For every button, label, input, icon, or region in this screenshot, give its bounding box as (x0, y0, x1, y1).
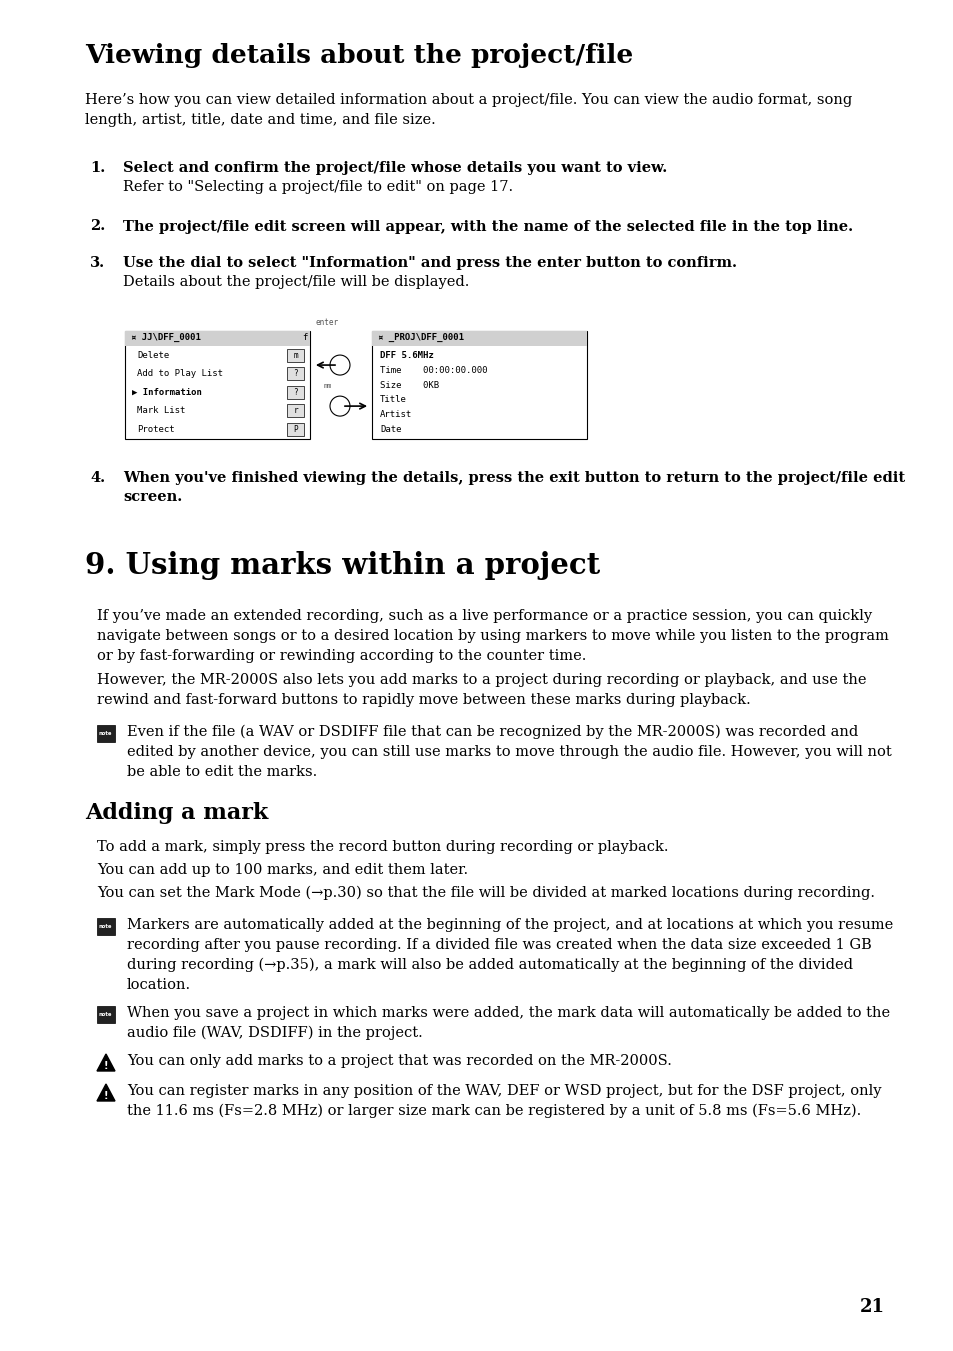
Text: Use the dial to select "Information" and press the enter button to confirm.: Use the dial to select "Information" and… (123, 255, 737, 270)
Text: ?: ? (293, 388, 297, 397)
Text: Details about the project/file will be displayed.: Details about the project/file will be d… (123, 274, 469, 289)
Polygon shape (97, 1084, 115, 1101)
FancyBboxPatch shape (97, 1005, 114, 1023)
Text: DFF 5.6MHz: DFF 5.6MHz (379, 351, 434, 359)
Text: mm: mm (323, 382, 332, 389)
Text: Add to Play List: Add to Play List (137, 369, 223, 378)
FancyBboxPatch shape (125, 331, 310, 439)
Text: ▶ Information: ▶ Information (132, 388, 202, 397)
FancyBboxPatch shape (372, 331, 586, 439)
Text: Here’s how you can view detailed information about a project/file. You can view : Here’s how you can view detailed informa… (85, 93, 851, 127)
Text: Adding a mark: Adding a mark (85, 801, 268, 824)
Text: ¤ _PROJ\DFF_0001: ¤ _PROJ\DFF_0001 (377, 332, 463, 342)
Text: You can register marks in any position of the WAV, DEF or WSD project, but for t: You can register marks in any position o… (127, 1084, 881, 1119)
Text: Select and confirm the project/file whose details you want to view.: Select and confirm the project/file whos… (123, 161, 666, 176)
Text: Date: Date (379, 426, 401, 434)
Text: !: ! (104, 1061, 108, 1070)
Text: m: m (293, 351, 297, 359)
Text: 3.: 3. (90, 255, 105, 270)
Text: Size    0KB: Size 0KB (379, 381, 438, 389)
Text: Mark List: Mark List (137, 407, 185, 415)
Text: P: P (293, 424, 297, 434)
Text: note: note (99, 924, 112, 928)
Text: The project/file edit screen will appear, with the name of the selected file in : The project/file edit screen will appear… (123, 219, 852, 234)
Text: When you've finished viewing the details, press the exit button to return to the: When you've finished viewing the details… (123, 470, 904, 504)
Text: 4.: 4. (90, 470, 105, 485)
FancyBboxPatch shape (287, 367, 304, 381)
Text: 9. Using marks within a project: 9. Using marks within a project (85, 550, 599, 580)
Text: Protect: Protect (137, 424, 174, 434)
Polygon shape (97, 1054, 115, 1071)
Text: You can add up to 100 marks, and edit them later.: You can add up to 100 marks, and edit th… (97, 862, 468, 877)
Text: If you’ve made an extended recording, such as a live performance or a practice s: If you’ve made an extended recording, su… (97, 608, 888, 662)
FancyBboxPatch shape (287, 423, 304, 436)
FancyBboxPatch shape (126, 385, 263, 401)
Text: To add a mark, simply press the record button during recording or playback.: To add a mark, simply press the record b… (97, 839, 668, 854)
FancyBboxPatch shape (97, 724, 114, 742)
Text: Markers are automatically added at the beginning of the project, and at location: Markers are automatically added at the b… (127, 917, 892, 992)
Text: note: note (99, 1012, 112, 1017)
FancyBboxPatch shape (287, 404, 304, 417)
Text: Even if the file (a WAV or DSDIFF file that can be recognized by the MR-2000S) w: Even if the file (a WAV or DSDIFF file t… (127, 724, 891, 780)
FancyBboxPatch shape (372, 331, 586, 346)
Text: You can only add marks to a project that was recorded on the MR-2000S.: You can only add marks to a project that… (127, 1054, 671, 1067)
Text: 1.: 1. (90, 161, 105, 176)
Text: enter: enter (314, 317, 337, 327)
Text: !: ! (104, 1090, 108, 1101)
Text: Refer to "Selecting a project/file to edit" on page 17.: Refer to "Selecting a project/file to ed… (123, 180, 513, 193)
Text: ?: ? (293, 369, 297, 378)
Text: r: r (293, 407, 297, 415)
Text: Title: Title (379, 396, 406, 404)
Text: When you save a project in which marks were added, the mark data will automatica: When you save a project in which marks w… (127, 1005, 889, 1040)
Text: Time    00:00:00.000: Time 00:00:00.000 (379, 366, 487, 374)
FancyBboxPatch shape (287, 385, 304, 399)
Text: 2.: 2. (90, 219, 105, 234)
Text: Viewing details about the project/file: Viewing details about the project/file (85, 43, 633, 68)
FancyBboxPatch shape (97, 917, 114, 935)
FancyBboxPatch shape (125, 331, 310, 346)
Text: 21: 21 (859, 1298, 884, 1316)
FancyBboxPatch shape (287, 349, 304, 362)
Text: Delete: Delete (137, 351, 169, 359)
Text: Artist: Artist (379, 411, 412, 419)
Text: You can set the Mark Mode (→p.30) so that the file will be divided at marked loc: You can set the Mark Mode (→p.30) so tha… (97, 885, 874, 900)
Text: ¤ JJ\DFF_0001: ¤ JJ\DFF_0001 (131, 332, 201, 342)
Text: note: note (99, 731, 112, 736)
Text: However, the MR-2000S also lets you add marks to a project during recording or p: However, the MR-2000S also lets you add … (97, 673, 865, 707)
Text: f: f (302, 332, 307, 342)
